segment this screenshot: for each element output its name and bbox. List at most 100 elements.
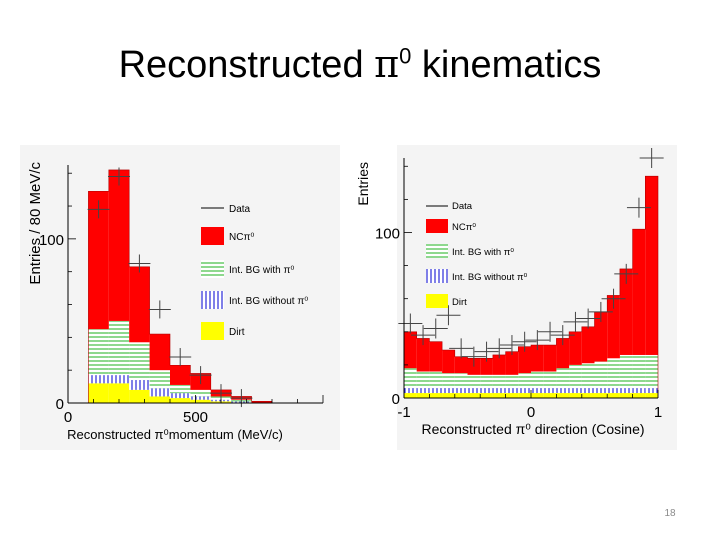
right-bar-green-13 [569, 364, 582, 389]
right-bar-yellow-0 [404, 393, 417, 398]
right-x-tick-label--1: -1 [397, 404, 410, 421]
legend-int-without-swatch [426, 269, 448, 283]
right-bar-blue-15 [594, 388, 608, 394]
right-bar-yellow-15 [594, 393, 608, 398]
right-bar-blue-17 [619, 388, 633, 394]
right-bar-green-0 [404, 368, 417, 389]
left-bar-blue-1 [108, 375, 130, 384]
left-bar-yellow-0 [88, 383, 109, 403]
right-bar-green-19 [645, 354, 658, 389]
legend-data-label: Data [229, 204, 251, 215]
right-bar-green-15 [594, 361, 608, 389]
right-bar-green-16 [607, 358, 620, 389]
right-bar-red-4 [454, 356, 468, 374]
right-bar-blue-11 [543, 388, 557, 394]
right-bar-blue-5 [467, 388, 481, 394]
right-y-tick-label-0: 0 [392, 391, 400, 408]
right-bar-green-10 [531, 371, 544, 389]
left-y-axis-label: Entries / 80 MeV/c [27, 162, 44, 285]
legend-int-without-label: Int. BG without π⁰ [452, 272, 528, 283]
legend-int-without-swatch [201, 291, 224, 309]
legend-nc-label: NCπ⁰ [229, 232, 254, 243]
right-bar-yellow-19 [645, 393, 658, 398]
right-bar-yellow-1 [416, 393, 430, 398]
right-bar-yellow-5 [467, 393, 481, 398]
right-bar-yellow-8 [505, 393, 519, 398]
right-bar-yellow-7 [492, 393, 506, 398]
right-bar-green-5 [467, 374, 481, 389]
legend-int-with-label: Int. BG with π⁰ [452, 247, 514, 258]
left-bar-green-3 [149, 370, 170, 389]
legend-dirt-swatch [201, 322, 224, 340]
left-bar-green-5 [190, 389, 211, 397]
left-bar-green-4 [170, 384, 191, 394]
left-bar-yellow-2 [129, 389, 150, 403]
left-bar-blue-2 [129, 380, 150, 390]
right-bar-green-11 [543, 371, 557, 389]
legend-data-label: Data [452, 201, 473, 212]
right-bar-blue-18 [632, 388, 646, 394]
title-pi-symbol: π [374, 42, 400, 86]
right-bar-red-9 [518, 346, 531, 374]
right-bar-green-17 [619, 354, 633, 389]
slide-title: Reconstructed π0 kinematics [0, 42, 720, 87]
legend-nc-swatch [201, 227, 224, 245]
right-bar-blue-10 [531, 388, 544, 394]
right-bar-blue-3 [442, 388, 455, 394]
legend-nc-label: NCπ⁰ [452, 222, 476, 233]
right-bar-green-7 [492, 374, 506, 389]
right-bar-red-2 [429, 341, 443, 372]
left-bar-green-2 [129, 342, 150, 381]
left-bar-yellow-4 [170, 398, 191, 403]
right-bar-red-6 [480, 358, 493, 375]
right-bar-green-12 [556, 368, 570, 389]
right-y-tick-label-100: 100 [375, 225, 400, 242]
right-bar-yellow-17 [619, 393, 633, 398]
right-bar-blue-4 [454, 388, 468, 394]
right-bar-red-10 [531, 345, 544, 372]
left-bar-green-0 [88, 329, 109, 376]
legend-int-with-swatch [201, 260, 224, 278]
right-bar-red-12 [556, 338, 570, 369]
left-bar-blue-4 [170, 393, 191, 399]
right-bar-yellow-13 [569, 393, 582, 398]
left-bar-red-0 [88, 191, 109, 330]
right-bar-green-18 [632, 354, 646, 389]
right-bar-green-14 [581, 363, 595, 389]
right-bar-yellow-2 [429, 393, 443, 398]
legend-int-with-swatch [426, 244, 448, 258]
title-superscript: 0 [399, 43, 412, 69]
legend-dirt-swatch [426, 294, 448, 308]
right-bar-yellow-16 [607, 393, 620, 398]
legend-dirt-label: Dirt [229, 327, 245, 338]
left-x-axis-label: Reconstructed π⁰momentum (MeV/c) [67, 427, 283, 442]
left-y-tick-label-100: 100 [39, 232, 64, 249]
right-bar-yellow-11 [543, 393, 557, 398]
right-x-tick-label-0: 0 [527, 404, 535, 421]
right-bar-yellow-9 [518, 393, 531, 398]
left-bar-red-1 [108, 169, 130, 321]
left-bar-red-2 [129, 266, 150, 343]
right-bar-green-8 [505, 374, 519, 389]
right-x-axis-label: Reconstructed π⁰ direction (Cosine) [421, 421, 644, 437]
left-y-tick-label-0: 0 [56, 396, 64, 413]
right-bar-red-3 [442, 350, 455, 374]
left-bar-blue-3 [149, 388, 170, 397]
right-bar-red-17 [619, 268, 633, 355]
chart-right-legend: Data NCπ⁰ Int. BG with π⁰ Int. BG withou… [426, 201, 528, 308]
left-bar-red-4 [170, 365, 191, 385]
right-bar-red-15 [594, 311, 608, 362]
right-bar-green-6 [480, 374, 493, 389]
right-bar-blue-9 [518, 388, 531, 394]
right-bar-red-0 [404, 331, 417, 369]
right-y-axis-label: Entries [355, 162, 371, 206]
left-bar-blue-0 [88, 375, 109, 384]
right-bar-blue-12 [556, 388, 570, 394]
left-bar-yellow-3 [149, 396, 170, 403]
title-end: kinematics [411, 44, 602, 86]
right-bar-red-18 [632, 229, 646, 355]
left-bar-yellow-5 [190, 399, 211, 403]
